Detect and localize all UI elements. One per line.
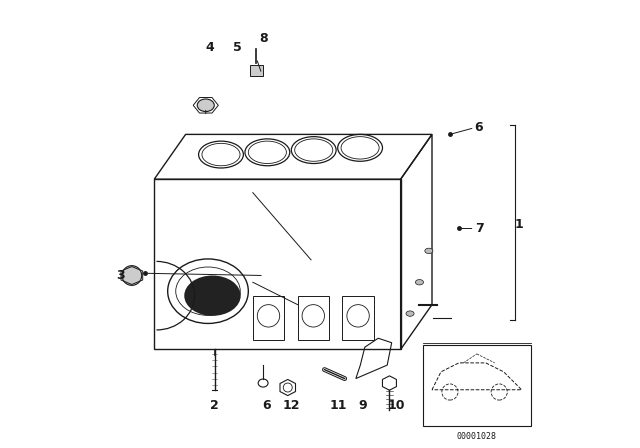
- Text: 12: 12: [282, 399, 300, 412]
- Ellipse shape: [184, 276, 241, 316]
- Text: 1: 1: [515, 217, 524, 231]
- Text: 3: 3: [116, 269, 125, 282]
- Text: 10: 10: [387, 399, 405, 412]
- Ellipse shape: [425, 248, 433, 254]
- Text: 2: 2: [211, 399, 219, 412]
- Text: 11: 11: [329, 399, 347, 412]
- Text: 6: 6: [475, 121, 483, 134]
- Circle shape: [122, 266, 141, 285]
- Text: 9: 9: [358, 399, 367, 412]
- Text: 00001028: 00001028: [457, 432, 497, 441]
- Bar: [250, 65, 263, 76]
- Text: 4: 4: [206, 40, 214, 54]
- Ellipse shape: [415, 280, 424, 285]
- Text: 7: 7: [475, 222, 483, 235]
- Text: 5: 5: [233, 40, 241, 54]
- Ellipse shape: [406, 311, 414, 316]
- Text: 8: 8: [260, 31, 268, 45]
- Ellipse shape: [197, 99, 214, 112]
- Bar: [423, 345, 531, 426]
- Text: 6: 6: [262, 399, 271, 412]
